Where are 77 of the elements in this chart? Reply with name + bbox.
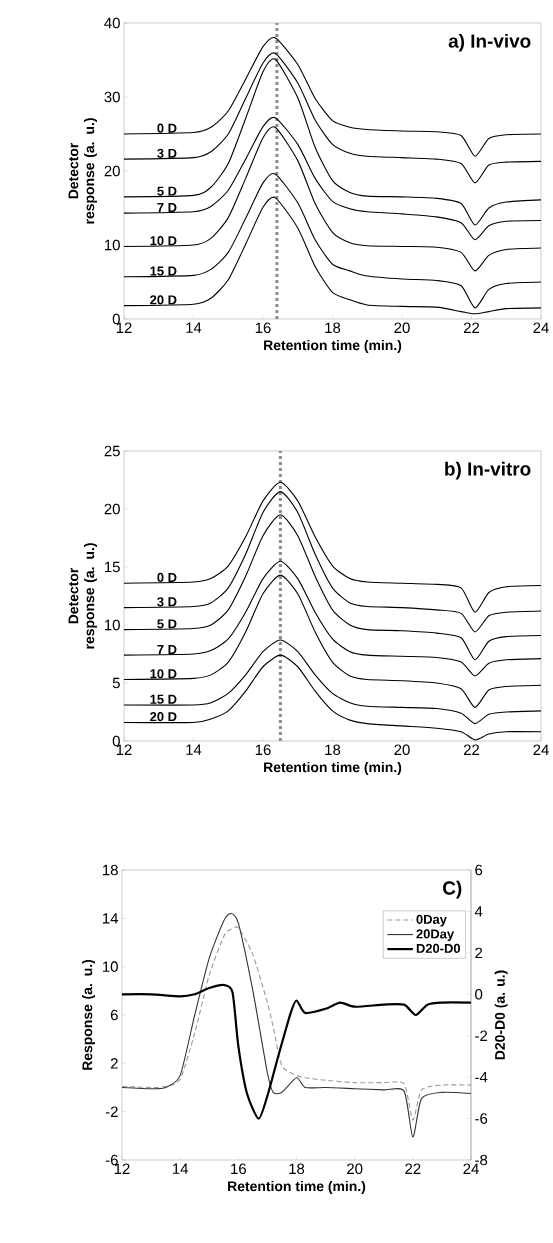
y-tick-label: 25 [104,445,120,457]
series-label: 15 D [150,266,177,276]
y-tick-label: 5 [112,677,120,689]
series-label: 15 D [150,694,177,704]
y-tick-label: 10 [105,239,120,251]
x-tick-label: 18 [289,1163,305,1175]
series-label: 20 D [150,295,177,305]
y-tick-label: 20 [104,165,120,177]
x-tick-label: 20 [394,322,410,334]
x-tick-label: 14 [186,744,202,755]
y-axis-title: Response (a. u.) [82,959,96,1070]
series-label: 3 D [157,597,177,607]
x-tick-label: 14 [186,322,202,333]
line-series [123,481,542,613]
y-tick-label: 10 [105,619,120,631]
series-label: 5 D [157,619,177,629]
y-tick-label: 14 [103,913,119,924]
series-label: 7 D [157,203,177,212]
line-series [120,983,473,1120]
y2-axis-title: D20-D0 (a. u.) [494,970,508,1060]
x-tick-label: 20 [394,744,410,756]
y-tick-label: 18 [103,864,118,876]
y-tick-label: 6 [110,1009,118,1021]
x-tick-label: 20 [347,1163,363,1175]
y2-tick-label: -2 [475,1030,488,1041]
y-tick-label: 40 [104,17,120,29]
x-tick-label: 18 [325,322,341,334]
line-series [123,514,542,661]
line-series [123,639,542,725]
y-axis-title: Detector response (a. u.) [68,118,98,224]
text: a) In-vivo [448,33,531,52]
x-tick-label: 16 [255,744,271,756]
legend-label: 20Day [416,929,455,942]
x-tick-label: 24 [533,744,549,755]
x-axis-title: Retention time (min.) [264,761,402,775]
series-label: 3 D [157,148,177,158]
y2-tick-label: -4 [475,1072,488,1083]
series-label: 5 D [157,186,177,196]
series-label: 20 D [150,712,177,722]
series-label: 7 D [157,645,177,654]
legend-label: D20-D0 [416,943,461,953]
x-tick-label: 16 [231,1163,246,1175]
x-axis-title: Retention time (min.) [264,339,402,353]
legend-label: 0Day [416,914,447,927]
y2-tick-label: 0 [475,988,483,1000]
y2-tick-label: -6 [475,1113,488,1124]
x-tick-label: 18 [325,744,341,756]
x-tick-label: 22 [463,322,480,333]
line-series [123,52,542,184]
x-tick-label: 14 [173,1163,189,1174]
x-axis-title: Retention time (min.) [228,1180,366,1194]
text: b) In-vitro [445,461,531,480]
y-axis-title: Detector response (a. u.) [68,543,98,649]
line-series [123,491,542,633]
y-tick-label: 2 [110,1058,118,1069]
x-tick-label: 16 [255,322,271,334]
y2-tick-label: 2 [475,947,483,959]
line-series [123,58,542,226]
series-label: 0 D [157,572,177,583]
line-series [123,173,542,309]
y2-tick-label: 4 [474,906,483,917]
y-tick-label: -2 [105,1106,118,1117]
x-tick-label: 22 [405,1163,421,1174]
line-series [123,574,542,708]
line-series [123,196,542,315]
y-tick-label: 15 [105,561,120,573]
series-label: 10 D [150,669,177,679]
x-tick-label: 24 [533,322,549,333]
series-label: 0 D [157,123,177,133]
y-tick-label: 30 [104,91,120,103]
y-tick-label: 20 [104,503,120,515]
y2-tick-label: 6 [475,864,483,876]
text: C) [443,880,462,899]
line-series [123,560,542,677]
series-label: 10 D [150,236,177,246]
x-tick-label: 22 [463,744,480,755]
y-tick-label: 10 [103,961,118,972]
